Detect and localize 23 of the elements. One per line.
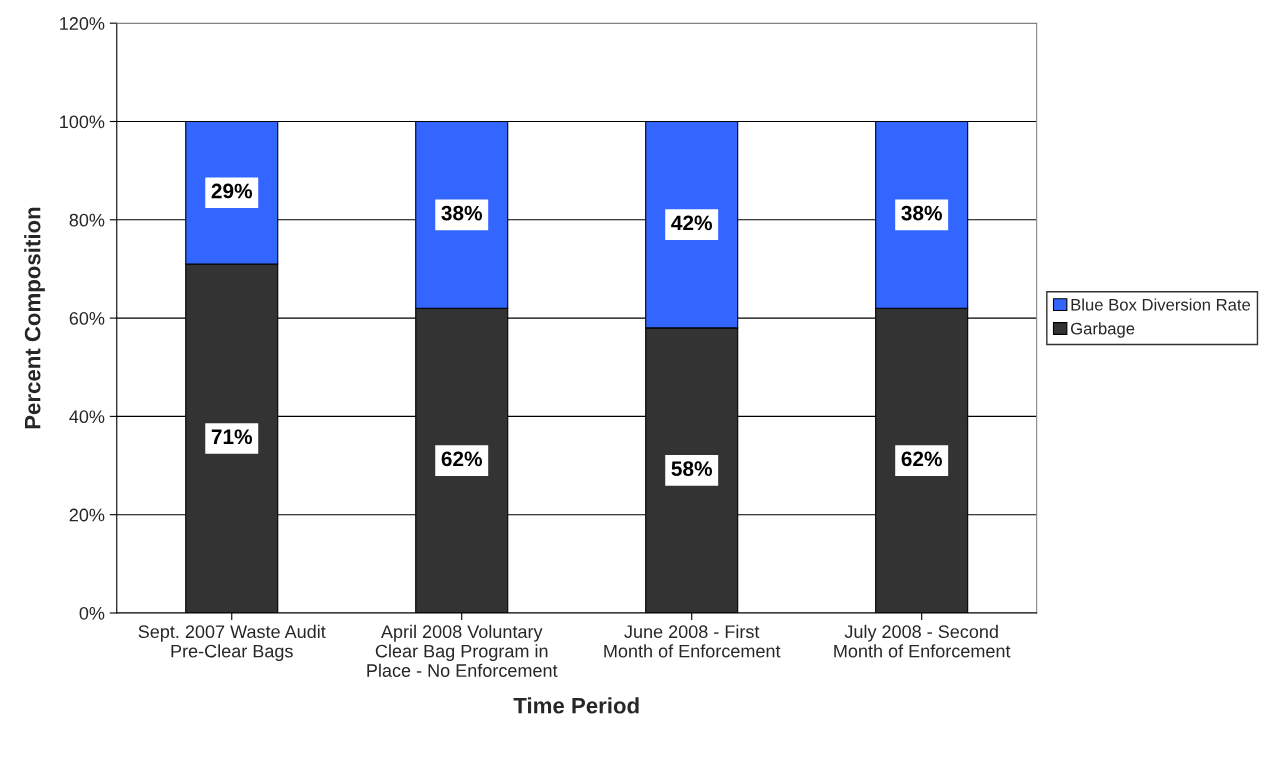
data-label: 38% <box>441 205 483 221</box>
x-tick-label: June 2008 - First Month of Enforcement <box>604 624 781 658</box>
legend-label: Garbage <box>1071 322 1135 338</box>
data-label: 42% <box>671 215 712 231</box>
x-tick-label: July 2008 - Second Month of Enforcement <box>834 624 1011 658</box>
y-tick-label: 60% <box>69 312 105 325</box>
data-label: 62% <box>441 451 483 467</box>
x-tick-label: Sept. 2007 Waste Audit Pre-Clear Bags <box>138 624 326 662</box>
data-label: 29% <box>211 183 253 199</box>
x-axis-title: Time Period <box>513 697 639 714</box>
y-tick-label: 100% <box>60 115 105 129</box>
x-tick-label: April 2008 Voluntary Clear Bag Program in Place - No Enforcement <box>367 624 558 677</box>
y-tick-label: 80% <box>69 213 105 227</box>
data-label: 71% <box>211 429 253 445</box>
y-tick-label: 0% <box>79 606 105 620</box>
legend-label: Blue Box Diversion Rate <box>1071 298 1251 311</box>
y-tick-label: 20% <box>69 508 105 522</box>
data-label: 58% <box>671 461 712 477</box>
y-tick-label: 120% <box>60 17 105 30</box>
y-tick-label: 40% <box>69 410 105 424</box>
data-label: 38% <box>901 205 942 221</box>
data-label: 62% <box>901 451 942 467</box>
y-axis-title: Percent Composition <box>24 207 45 429</box>
